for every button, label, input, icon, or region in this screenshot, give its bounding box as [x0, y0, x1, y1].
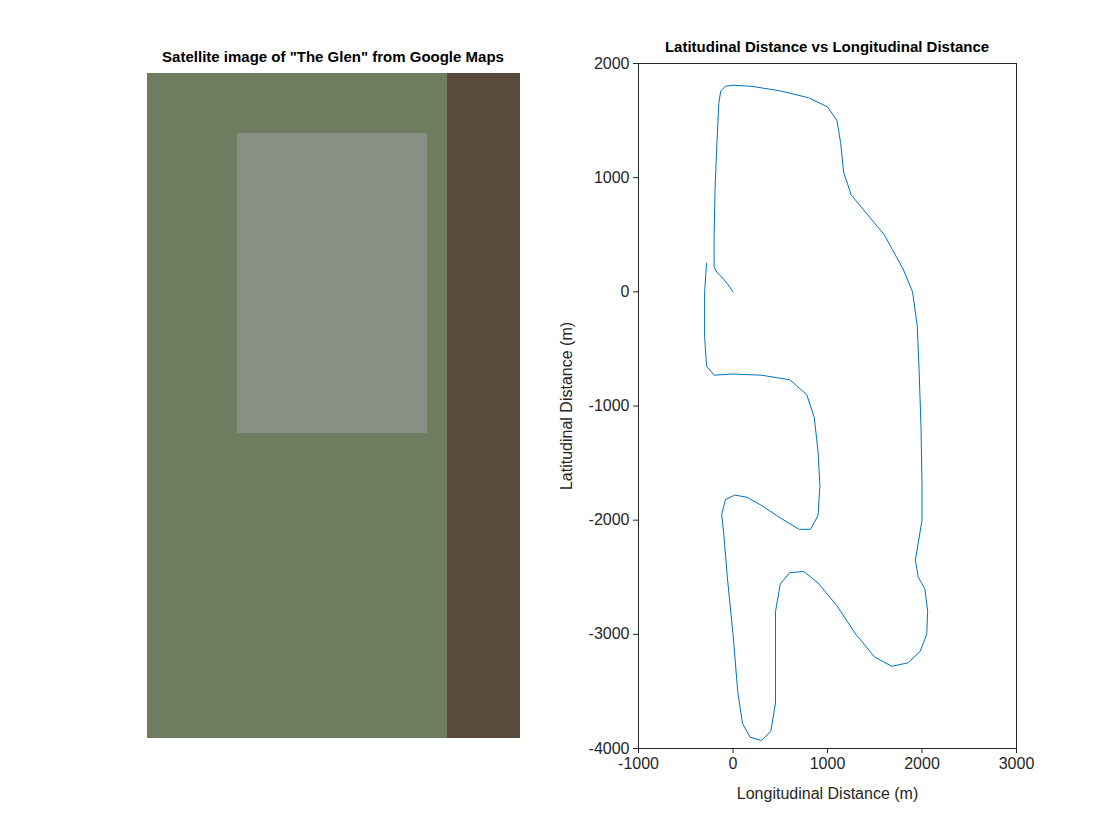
svg-text:1000: 1000 [810, 755, 846, 772]
html-text:Satellite image of "The Glen": Satellite image of "The Glen" from Googl… [162, 48, 504, 65]
svg-text:-2000: -2000 [589, 511, 630, 528]
svg-text:-3000: -3000 [589, 625, 630, 642]
svg-text:-1000: -1000 [618, 755, 659, 772]
svg-text:0: 0 [621, 283, 630, 300]
svg-text:-1000: -1000 [589, 397, 630, 414]
svg-text:-4000: -4000 [588, 739, 630, 757]
svg-text:Latitudinal Distance (m): Latitudinal Distance (m) [558, 322, 575, 490]
svg-text:Longitudinal Distance (m): Longitudinal Distance (m) [737, 785, 918, 802]
svg-text:3000: 3000 [999, 755, 1035, 772]
svg-text:2000: 2000 [904, 755, 940, 772]
svg-text:0: 0 [729, 755, 738, 772]
svg-text:1000: 1000 [594, 169, 630, 186]
svg-text:2000: 2000 [594, 55, 630, 72]
html-text:Latitudinal Distance vs Longit: Latitudinal Distance vs Longitudinal Dis… [664, 38, 990, 55]
